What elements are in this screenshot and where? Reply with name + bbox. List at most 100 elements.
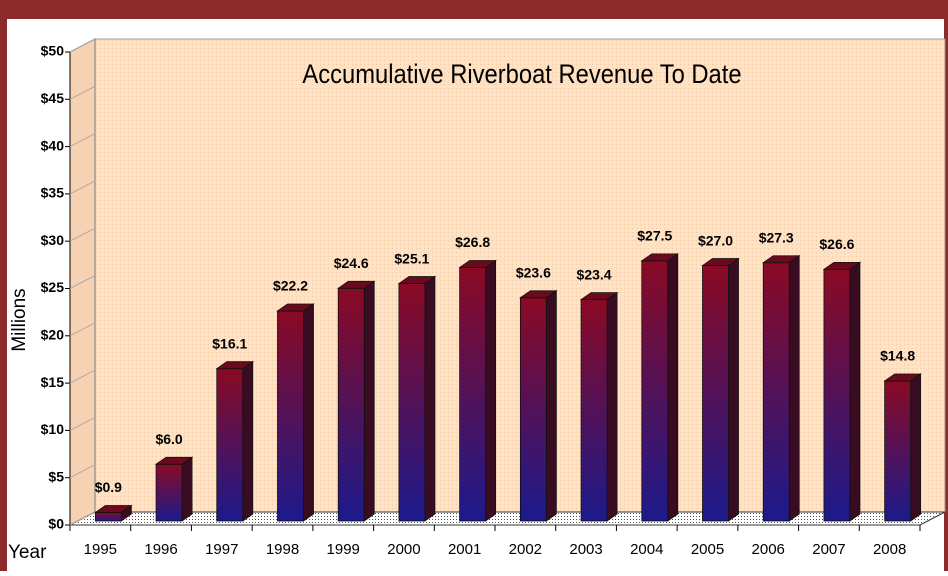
bar-front	[884, 380, 912, 522]
bar-side	[485, 259, 497, 522]
bar-side	[606, 291, 618, 522]
bar	[883, 373, 922, 522]
wall-tick	[69, 416, 96, 431]
x-tick-label: 2008	[873, 541, 906, 558]
wall-tick	[69, 511, 96, 526]
bar-top	[519, 290, 558, 299]
bar-top	[215, 361, 255, 370]
bar-side	[424, 275, 436, 522]
x-tick-label: 1996	[144, 541, 177, 558]
bar-side	[242, 360, 254, 522]
wall-tick	[69, 38, 96, 53]
bar-side	[849, 261, 861, 522]
x-tick-label: 1998	[266, 541, 299, 558]
y-tick-label: $0	[48, 516, 64, 532]
bar-top	[458, 260, 497, 268]
bar-top	[154, 456, 194, 465]
value-label: $23.6	[516, 264, 551, 280]
value-label: $6.0	[155, 431, 182, 447]
y-tick-label: $15	[41, 374, 65, 390]
wall-tick	[69, 85, 96, 100]
y-tick-label: $5	[48, 468, 64, 484]
value-label: $22.2	[273, 278, 308, 294]
value-label: $23.4	[577, 266, 612, 282]
bar-side	[545, 289, 557, 522]
y-tick-label: $10	[41, 421, 65, 437]
wall-tick	[69, 322, 96, 337]
bar-side	[303, 303, 314, 522]
y-tick-label: $45	[41, 90, 65, 106]
wall-tick	[69, 464, 96, 479]
bar-front	[519, 297, 547, 522]
bar	[154, 456, 194, 522]
bar	[761, 254, 801, 522]
y-tick-label: $25	[41, 279, 65, 295]
y-tick-label: $35	[41, 185, 65, 201]
bar-top	[397, 276, 437, 284]
bar-side	[363, 280, 375, 522]
wall-tick	[69, 227, 96, 242]
bar	[519, 289, 558, 522]
bar-top	[94, 505, 133, 513]
bar-front	[762, 262, 790, 522]
bar-front	[823, 268, 851, 522]
x-tick-label: 2001	[448, 541, 481, 558]
bar-front	[702, 265, 729, 522]
bar-front	[155, 463, 183, 522]
bar-front	[641, 260, 669, 522]
bar	[458, 259, 497, 522]
bar-top	[701, 258, 740, 266]
bar-front	[459, 267, 487, 522]
bar-top	[822, 261, 862, 270]
bar-side	[181, 456, 193, 522]
x-tick-label: 1999	[327, 541, 360, 558]
x-tick-label: 2003	[569, 541, 602, 558]
bar-top	[640, 253, 680, 262]
bar-top	[579, 292, 619, 301]
x-tick-label: 1997	[205, 541, 238, 558]
y-tick-label: $50	[41, 43, 65, 59]
bar	[336, 280, 376, 522]
bar-side	[788, 254, 800, 522]
x-tick-label: 2004	[630, 541, 663, 558]
bar	[822, 261, 862, 522]
value-label: $14.8	[880, 348, 915, 364]
bar-top	[336, 280, 376, 289]
value-label: $0.9	[95, 479, 122, 495]
bar-front	[337, 287, 365, 522]
bar	[215, 360, 255, 522]
value-label: $26.6	[819, 236, 854, 252]
bar-front	[580, 299, 608, 522]
x-tick-label: 2000	[387, 541, 420, 558]
bar-front	[216, 368, 244, 522]
value-label: $25.1	[394, 250, 429, 266]
bar-front	[277, 310, 304, 522]
bar-side	[910, 373, 922, 522]
x-tick-label: 2002	[509, 541, 542, 558]
bar	[94, 504, 133, 522]
x-axis-label: Year	[8, 542, 47, 563]
bar-front	[94, 512, 122, 522]
y-tick-label: $40	[41, 137, 65, 153]
x-tick-label: 2007	[812, 541, 845, 558]
bar-side	[667, 253, 679, 522]
value-label: $27.0	[698, 232, 733, 248]
wall-tick	[69, 180, 96, 195]
y-tick-label: $20	[41, 327, 65, 343]
bar	[640, 253, 680, 522]
bar-side	[728, 257, 739, 522]
bar	[701, 257, 740, 522]
value-label: $27.5	[637, 228, 672, 244]
bar-top	[761, 255, 801, 264]
y-tick-label: $30	[41, 232, 65, 248]
x-tick-label: 2005	[691, 541, 724, 558]
floor	[69, 511, 946, 526]
bar	[276, 303, 315, 522]
value-label: $16.1	[212, 335, 247, 351]
chart-title: Accumulative Riverboat Revenue To Date	[302, 60, 741, 90]
wall-tick	[69, 275, 96, 289]
x-tick-label: 2006	[752, 541, 785, 558]
y-axis-label: Millions	[9, 288, 30, 351]
